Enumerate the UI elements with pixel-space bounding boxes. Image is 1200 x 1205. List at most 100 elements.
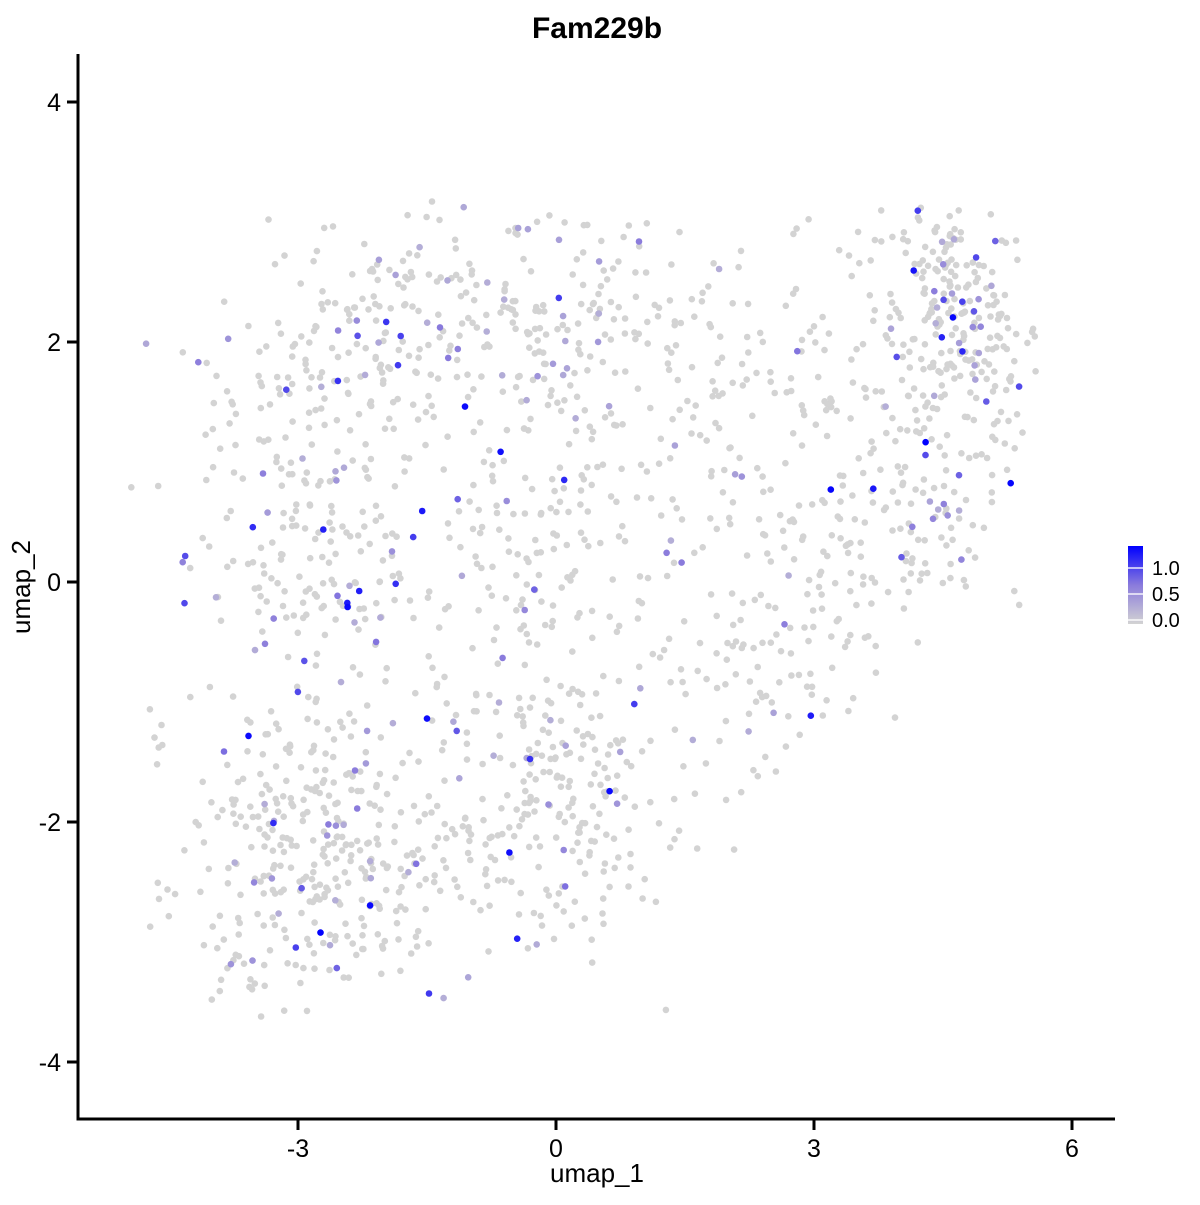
scatter-point bbox=[483, 882, 491, 890]
scatter-point bbox=[349, 271, 356, 278]
scatter-point bbox=[848, 272, 855, 280]
scatter-point bbox=[567, 382, 574, 389]
scatter-point bbox=[595, 310, 603, 317]
scatter-point bbox=[378, 942, 386, 950]
scatter-point bbox=[743, 376, 750, 383]
scatter-point bbox=[287, 864, 295, 871]
scatter-point bbox=[644, 340, 651, 347]
scatter-point bbox=[543, 886, 550, 893]
scatter-point bbox=[326, 931, 334, 939]
scatter-point bbox=[888, 299, 896, 306]
scatter-point bbox=[625, 826, 632, 833]
scatter-point bbox=[248, 986, 256, 993]
scatter-point bbox=[612, 787, 619, 794]
scatter-point bbox=[856, 259, 863, 267]
scatter-point bbox=[358, 896, 366, 904]
scatter-point bbox=[448, 825, 456, 833]
scatter-point bbox=[887, 290, 894, 298]
scatter-point bbox=[454, 495, 462, 503]
scatter-point bbox=[245, 322, 252, 330]
scatter-point bbox=[782, 743, 790, 750]
scatter-point bbox=[900, 341, 907, 349]
scatter-point bbox=[192, 818, 199, 826]
scatter-point bbox=[142, 340, 150, 348]
scatter-point bbox=[807, 670, 814, 678]
scatter-point bbox=[662, 1006, 670, 1014]
colorbar-tick-label: 0.0 bbox=[1152, 610, 1180, 632]
scatter-point bbox=[478, 373, 485, 380]
scatter-point bbox=[955, 507, 963, 514]
scatter-point bbox=[883, 429, 890, 437]
scatter-point bbox=[453, 356, 461, 364]
scatter-point bbox=[1011, 445, 1018, 452]
scatter-point bbox=[839, 482, 847, 489]
scatter-point bbox=[554, 399, 561, 407]
scatter-point bbox=[224, 880, 232, 887]
scatter-point bbox=[489, 563, 496, 571]
scatter-point bbox=[821, 398, 828, 405]
scatter-point bbox=[594, 338, 602, 346]
scatter-point bbox=[849, 694, 857, 702]
scatter-point bbox=[540, 375, 548, 383]
scatter-point bbox=[433, 802, 441, 810]
scatter-point bbox=[470, 428, 478, 436]
scatter-point bbox=[809, 607, 817, 614]
scatter-point bbox=[803, 683, 811, 690]
scatter-point bbox=[711, 387, 719, 395]
scatter-point bbox=[713, 525, 721, 533]
scatter-point bbox=[373, 900, 380, 907]
scatter-point bbox=[538, 922, 546, 929]
scatter-point bbox=[462, 289, 470, 296]
scatter-point bbox=[229, 401, 236, 408]
scatter-point bbox=[306, 554, 314, 562]
scatter-point bbox=[997, 408, 1005, 416]
scatter-point bbox=[280, 848, 288, 856]
scatter-point bbox=[729, 642, 737, 650]
scatter-point bbox=[301, 525, 309, 532]
scatter-point bbox=[815, 583, 823, 591]
scatter-point bbox=[251, 646, 259, 654]
scatter-point bbox=[197, 888, 204, 896]
scatter-point bbox=[510, 510, 517, 518]
scatter-point bbox=[790, 556, 798, 563]
scatter-point bbox=[924, 399, 931, 407]
scatter-point bbox=[631, 803, 639, 810]
scatter-point bbox=[814, 373, 822, 381]
scatter-point bbox=[257, 878, 264, 885]
scatter-point bbox=[789, 430, 797, 437]
scatter-point bbox=[347, 857, 354, 865]
scatter-point bbox=[564, 326, 571, 334]
scatter-point bbox=[466, 260, 473, 268]
scatter-point bbox=[496, 526, 503, 533]
scatter-point bbox=[377, 734, 385, 741]
scatter-point bbox=[556, 498, 564, 506]
scatter-point bbox=[255, 608, 262, 616]
scatter-point bbox=[268, 575, 275, 582]
scatter-point bbox=[577, 529, 585, 536]
scatter-point bbox=[229, 693, 237, 700]
scatter-point bbox=[740, 641, 747, 648]
scatter-point bbox=[759, 639, 766, 647]
scatter-point bbox=[326, 478, 334, 485]
scatter-point bbox=[581, 536, 588, 543]
scatter-point bbox=[397, 332, 405, 340]
scatter-point bbox=[806, 328, 814, 336]
scatter-point bbox=[302, 356, 309, 364]
scatter-point bbox=[987, 211, 995, 218]
scatter-point bbox=[279, 793, 287, 800]
scatter-point bbox=[944, 512, 951, 519]
scatter-point bbox=[435, 311, 442, 319]
scatter-point bbox=[575, 829, 582, 836]
scatter-point bbox=[505, 548, 513, 555]
scatter-point bbox=[332, 822, 340, 829]
scatter-point bbox=[1015, 601, 1023, 609]
scatter-point bbox=[1007, 479, 1014, 487]
scatter-point bbox=[271, 921, 279, 929]
scatter-point bbox=[888, 340, 896, 348]
scatter-point bbox=[877, 466, 884, 474]
scatter-point bbox=[461, 403, 469, 410]
scatter-point bbox=[146, 706, 154, 713]
scatter-point bbox=[260, 562, 267, 569]
scatter-point bbox=[947, 360, 954, 368]
scatter-point bbox=[641, 875, 648, 883]
